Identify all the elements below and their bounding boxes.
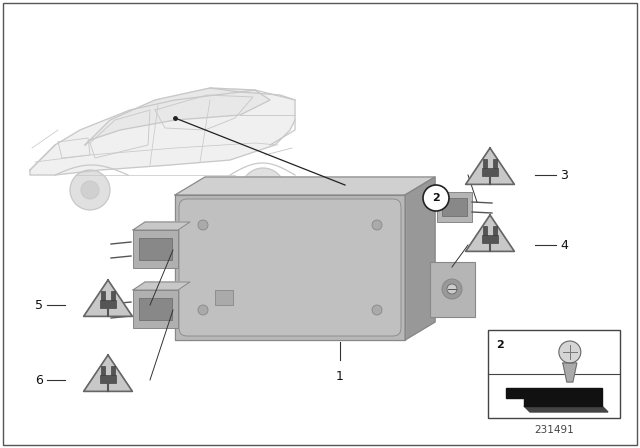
Circle shape: [198, 220, 208, 230]
Polygon shape: [30, 92, 295, 175]
Bar: [430, 262, 475, 317]
Circle shape: [372, 305, 382, 315]
Polygon shape: [85, 88, 270, 145]
Bar: [488, 330, 620, 418]
Text: 6: 6: [35, 374, 43, 387]
Circle shape: [70, 170, 110, 210]
Circle shape: [81, 181, 99, 199]
Circle shape: [198, 305, 208, 315]
Bar: [483, 159, 487, 168]
Bar: [437, 192, 472, 222]
Bar: [493, 226, 497, 235]
Bar: [139, 238, 172, 260]
Circle shape: [447, 284, 457, 294]
Polygon shape: [84, 280, 132, 316]
Bar: [100, 375, 116, 383]
Bar: [493, 159, 497, 168]
Text: 1: 1: [336, 370, 344, 383]
Polygon shape: [175, 177, 435, 195]
Bar: [101, 366, 105, 375]
Bar: [483, 235, 497, 242]
Polygon shape: [563, 363, 577, 382]
Text: 2: 2: [432, 193, 440, 203]
Bar: [133, 290, 178, 328]
Circle shape: [241, 168, 285, 212]
Circle shape: [559, 341, 581, 363]
Text: 231491: 231491: [534, 425, 574, 435]
Bar: [111, 366, 115, 375]
Polygon shape: [405, 177, 435, 340]
Polygon shape: [84, 355, 132, 392]
Polygon shape: [133, 282, 190, 290]
FancyBboxPatch shape: [179, 199, 401, 336]
Text: 5: 5: [35, 298, 43, 311]
Bar: [100, 300, 116, 308]
Text: 4: 4: [560, 238, 568, 251]
Bar: [133, 230, 178, 268]
Polygon shape: [133, 222, 190, 230]
Polygon shape: [524, 406, 608, 412]
Bar: [111, 291, 115, 300]
Circle shape: [423, 185, 449, 211]
Bar: [483, 168, 497, 176]
Bar: [483, 226, 487, 235]
Circle shape: [372, 220, 382, 230]
Bar: [101, 291, 105, 300]
Text: 2: 2: [496, 340, 504, 350]
Bar: [215, 290, 233, 305]
Polygon shape: [466, 148, 515, 185]
Polygon shape: [506, 388, 602, 406]
Bar: [139, 298, 172, 320]
Circle shape: [442, 279, 462, 299]
Text: 3: 3: [560, 168, 568, 181]
Bar: [442, 198, 467, 216]
Circle shape: [253, 180, 273, 200]
Polygon shape: [466, 215, 515, 251]
Polygon shape: [175, 195, 405, 340]
